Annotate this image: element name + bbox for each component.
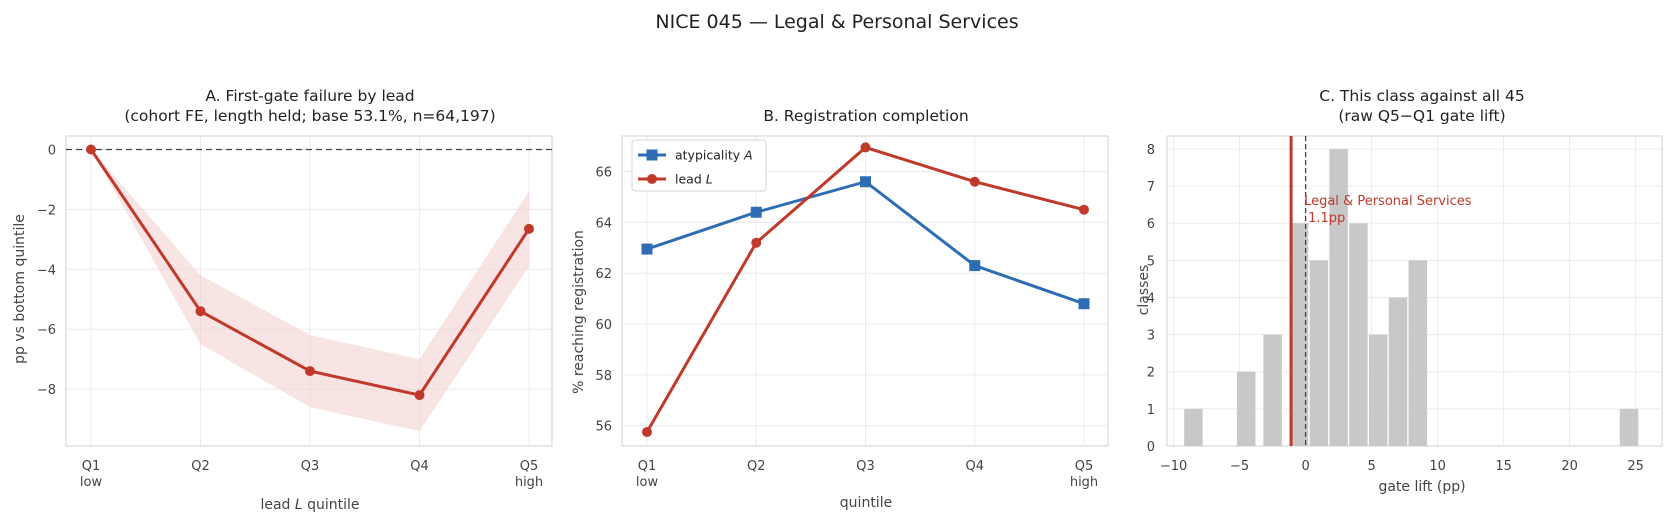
panel-c-histogram-bar xyxy=(1263,334,1282,446)
panel-c-y-axis-label: classes xyxy=(1136,265,1152,316)
panel-a-x-axis-label: lead L quintile xyxy=(260,497,359,513)
panel-b-legend-label-text: lead xyxy=(675,172,706,187)
panel-a-point xyxy=(86,144,96,155)
panel-c-y-tick-label: 3 xyxy=(1147,329,1155,344)
panel-b-title: B. Registration completion xyxy=(763,107,968,125)
panel-b-x-tick-sublabel: high xyxy=(1070,475,1098,490)
panel-a-title-line1: A. First-gate failure by lead xyxy=(205,87,414,105)
panel-b-legend-label-text: atypicality xyxy=(675,148,744,163)
panel-a-x-tick-label: Q4 xyxy=(410,459,429,474)
panel-c-title-line2: (raw Q5−Q1 gate lift) xyxy=(1338,107,1505,125)
panel-c-histogram-bar xyxy=(1619,408,1639,446)
panel-a-x-tick-sublabel: low xyxy=(80,475,103,490)
panel-b-point xyxy=(750,206,762,218)
panel-c-y-tick-label: 8 xyxy=(1147,143,1155,158)
panel-c-x-tick-label: 15 xyxy=(1495,459,1512,474)
panel-a-point xyxy=(305,366,315,377)
panel-a-x-tick-label: Q3 xyxy=(301,459,320,474)
panel-a-x-tick-label: Q5 xyxy=(520,459,539,474)
panel-a-y-tick-label: −4 xyxy=(37,263,56,278)
panel-b-x-tick-label: Q2 xyxy=(747,459,766,474)
panel-b-x-tick-label: Q3 xyxy=(856,459,875,474)
panel-b-y-tick-label: 66 xyxy=(595,166,612,181)
panel-b-y-axis-label: % reaching registration xyxy=(571,230,587,394)
panel-b-point xyxy=(751,237,762,248)
figure-suptitle: NICE 045 — Legal & Personal Services xyxy=(655,11,1018,33)
panel-c-histogram-bar xyxy=(1309,260,1329,446)
panel-b-frame xyxy=(621,135,1109,447)
panel-b-x-tick-label: Q4 xyxy=(965,459,984,474)
panel-a: A. First-gate failure by lead (cohort FE… xyxy=(12,87,553,513)
panel-b-point xyxy=(1079,204,1089,215)
panel-b-legend-label-var: L xyxy=(706,172,713,187)
panel-b-legend-marker xyxy=(647,174,657,184)
panel-c-x-axis-label: gate lift (pp) xyxy=(1378,479,1465,495)
panel-c-histogram-bar xyxy=(1349,223,1368,446)
panel-b-point xyxy=(1078,298,1090,310)
panel-b-point xyxy=(969,260,981,272)
panel-c-histogram-bar xyxy=(1236,371,1256,446)
panel-a-y-tick-label: −2 xyxy=(37,203,56,218)
panel-b-y-tick-label: 58 xyxy=(595,369,612,384)
panel-c-histogram-bar xyxy=(1368,334,1388,446)
panel-b-x-tick-sublabel: low xyxy=(636,475,659,490)
panel-c-highlight-label: Legal & Personal Services xyxy=(1304,194,1472,209)
panel-b-x-tick-label: Q1 xyxy=(638,459,657,474)
panel-c-y-tick-label: 0 xyxy=(1147,440,1155,455)
panel-c-y-tick-label: 5 xyxy=(1147,254,1155,269)
panel-c-y-tick-label: 4 xyxy=(1147,291,1155,306)
panel-c-x-tick-label: 25 xyxy=(1627,459,1644,474)
panel-a-y-tick-label: −8 xyxy=(37,383,56,398)
panel-b: B. Registration completion quintile % re… xyxy=(571,107,1109,511)
panel-b-point xyxy=(860,142,871,153)
panel-b-y-tick-label: 62 xyxy=(595,267,612,282)
panel-c-y-tick-label: 7 xyxy=(1147,180,1155,195)
panel-b-x-axis-label: quintile xyxy=(840,495,892,511)
panel-c: C. This class against all 45 (raw Q5−Q1 … xyxy=(1136,87,1663,495)
panel-a-point xyxy=(414,390,425,401)
panel-a-ci-band xyxy=(91,149,529,432)
panel-c-title-line1: C. This class against all 45 xyxy=(1319,87,1525,105)
panel-a-x-tick-label: Q1 xyxy=(82,459,101,474)
panel-c-x-tick-label: −5 xyxy=(1230,459,1249,474)
panel-b-y-tick-label: 60 xyxy=(595,318,612,333)
panel-a-y-tick-label: 0 xyxy=(48,143,56,158)
panel-b-point xyxy=(860,176,871,188)
panel-b-point xyxy=(641,243,653,255)
panel-b-y-tick-label: 64 xyxy=(595,216,612,231)
panel-c-histogram-bar xyxy=(1289,223,1309,446)
panel-a-y-tick-label: −6 xyxy=(37,323,56,338)
panel-c-highlight-value: 1.1pp xyxy=(1308,211,1345,226)
panel-a-x-tick-label: Q2 xyxy=(191,459,210,474)
panel-c-x-tick-label: 5 xyxy=(1367,459,1375,474)
panel-b-legend-label-var: A xyxy=(743,148,753,163)
panel-a-y-axis-label: pp vs bottom quintile xyxy=(12,214,28,364)
panel-c-x-tick-label: 10 xyxy=(1429,459,1446,474)
panel-a-frame xyxy=(65,135,553,447)
panel-c-histogram-bar xyxy=(1184,408,1203,446)
panel-c-histogram-bar xyxy=(1388,297,1408,446)
panel-c-x-tick-label: −10 xyxy=(1160,459,1187,474)
panel-b-legend-label: lead L xyxy=(675,172,713,187)
panel-b-x-tick-label: Q5 xyxy=(1075,459,1094,474)
panel-a-title-line2: (cohort FE, length held; base 53.1%, n=6… xyxy=(124,107,495,125)
panel-c-y-tick-label: 1 xyxy=(1147,403,1155,418)
panel-b-point xyxy=(969,176,980,187)
panel-b-legend-label: atypicality A xyxy=(675,148,753,163)
panel-c-x-tick-label: 0 xyxy=(1301,459,1309,474)
panel-b-point xyxy=(642,427,652,438)
panel-c-x-tick-label: 20 xyxy=(1561,459,1578,474)
panel-a-point xyxy=(195,306,206,317)
panel-c-histogram-bar xyxy=(1329,148,1348,446)
panel-c-y-tick-label: 2 xyxy=(1147,366,1155,381)
panel-b-y-tick-label: 56 xyxy=(595,420,612,435)
panel-c-histogram-bar xyxy=(1408,260,1428,446)
panel-a-point xyxy=(524,223,534,234)
panel-a-x-tick-sublabel: high xyxy=(515,475,543,490)
panel-c-y-tick-label: 6 xyxy=(1147,217,1155,232)
panel-b-legend-marker xyxy=(646,149,658,161)
